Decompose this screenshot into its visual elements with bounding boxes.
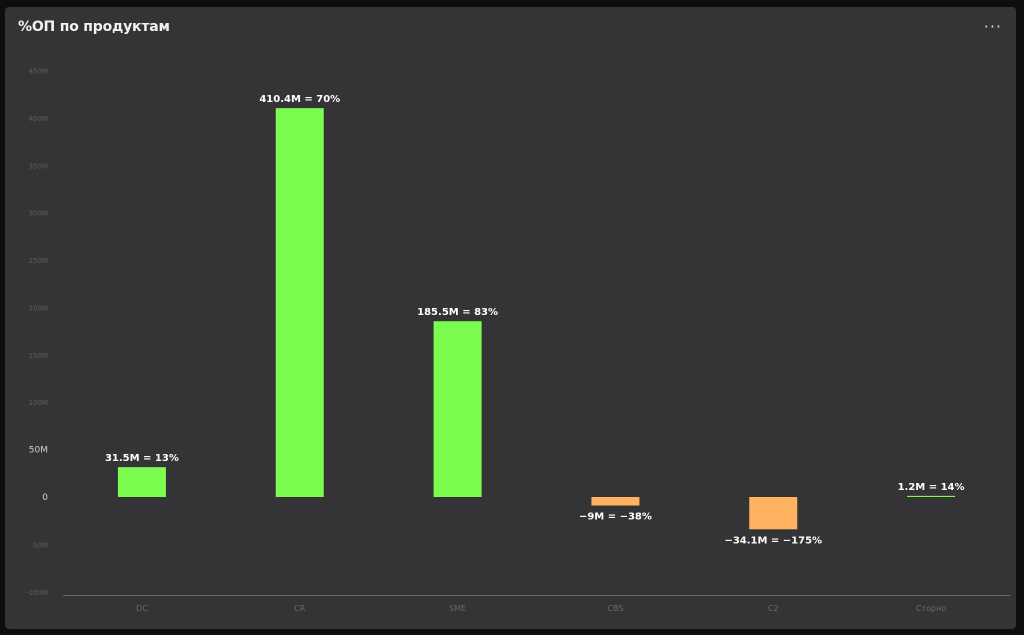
y-tick-label: -100M: [26, 589, 48, 597]
x-tick-label: Сторно: [916, 604, 946, 613]
bar: [117, 467, 166, 497]
y-tick-label: 250M: [29, 257, 48, 265]
y-tick-label: 300M: [29, 210, 48, 218]
y-tick-label: 450M: [29, 68, 48, 76]
y-tick-label: 350M: [29, 162, 48, 170]
x-tick-label: SME: [449, 604, 466, 613]
bar: [907, 495, 956, 497]
data-label: −34.1M = −175%: [724, 535, 822, 546]
data-label: 185.5M = 83%: [417, 307, 498, 318]
chart-title: %ОП по продуктам: [18, 19, 170, 35]
chart-panel: %ОП по продуктам ···: [5, 7, 1016, 629]
bar: [591, 497, 640, 506]
y-tick-label: 150M: [29, 352, 48, 360]
bar: [275, 108, 324, 498]
x-tick-label: CR: [294, 604, 306, 613]
bar: [433, 321, 482, 497]
y-tick-label: 50M: [29, 446, 48, 456]
more-horizontal-icon[interactable]: ···: [983, 17, 1002, 36]
x-tick-label: CBS: [607, 604, 623, 613]
y-tick-label: 400M: [29, 115, 48, 123]
y-tick-label: 100M: [29, 399, 48, 407]
x-tick-label: C2: [768, 604, 779, 613]
data-label: −9M = −38%: [579, 512, 652, 523]
data-label: 1.2M = 14%: [898, 482, 965, 493]
y-tick-label: 200M: [29, 304, 48, 312]
data-label: 31.5M = 13%: [105, 453, 179, 464]
y-tick-label: -50M: [31, 541, 48, 549]
x-tick-label: DC: [136, 604, 148, 613]
bar: [749, 497, 798, 530]
y-tick-label: 0: [42, 493, 48, 503]
data-label: 410.4M = 70%: [259, 94, 340, 105]
